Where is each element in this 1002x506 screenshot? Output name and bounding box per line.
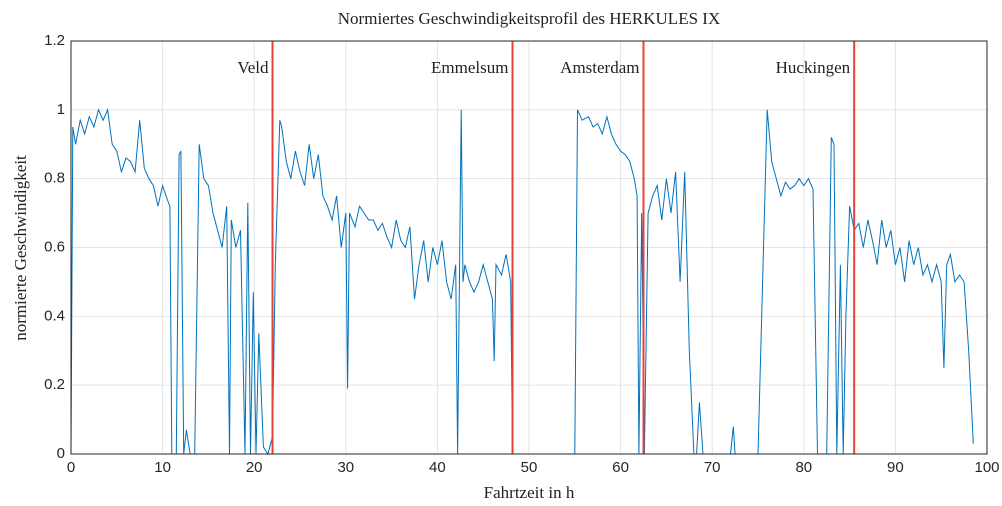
marker-label: Amsterdam [560,58,639,77]
chart-title: Normiertes Geschwindigkeitsprofil des HE… [338,9,720,28]
x-tick-label: 30 [337,459,354,476]
marker-label: Emmelsum [431,58,508,77]
y-tick-label: 0.6 [44,238,65,255]
y-tick-label: 0.4 [44,307,65,324]
y-tick-label: 0.2 [44,376,65,393]
y-tick-label: 1 [57,101,65,118]
marker-label: Veld [237,58,269,77]
x-tick-label: 50 [521,459,538,476]
x-tick-label: 10 [154,459,171,476]
y-axis-label: normierte Geschwindigkeit [11,155,30,341]
x-tick-label: 60 [612,459,629,476]
x-tick-label: 70 [704,459,721,476]
plot-frame [70,40,988,455]
x-tick-label: 0 [67,459,75,476]
x-tick-label: 20 [246,459,263,476]
marker-label: Huckingen [776,58,851,77]
y-tick-label: 1.2 [44,32,65,49]
y-tick-label: 0 [57,445,65,462]
x-tick-label: 40 [429,459,446,476]
x-tick-label: 90 [887,459,904,476]
x-tick-label: 80 [795,459,812,476]
y-tick-label: 0.8 [44,170,65,187]
x-tick-label: 100 [974,459,999,476]
x-axis-label: Fahrtzeit in h [484,483,575,502]
data-line [70,107,974,456]
